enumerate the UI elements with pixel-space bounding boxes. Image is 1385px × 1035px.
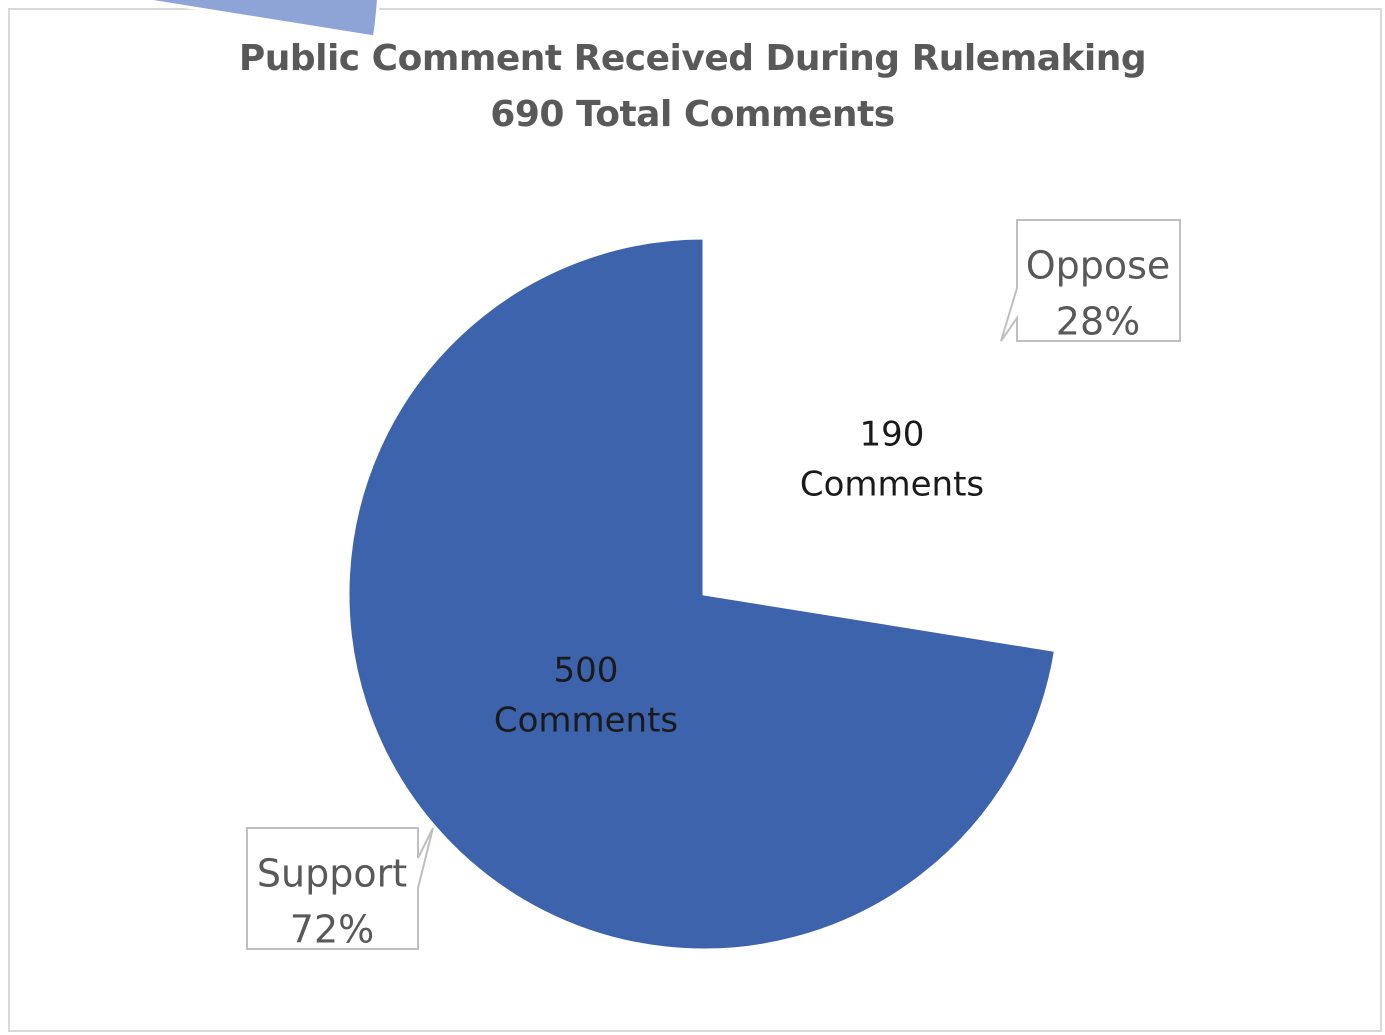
callout-box-oppose bbox=[1000, 219, 1181, 342]
chart-title: Public Comment Received During Rulemakin… bbox=[238, 38, 1147, 79]
callout-percent-support: 72% bbox=[290, 908, 374, 952]
pie-slice-support bbox=[346, 236, 1058, 952]
data-label-value-oppose: 190 bbox=[860, 415, 925, 455]
pie-slice-oppose bbox=[134, 0, 380, 39]
data-label-value-support: 500 bbox=[554, 651, 619, 691]
callout-box-support bbox=[246, 827, 434, 950]
data-label-unit-support: Comments bbox=[494, 701, 678, 741]
callout-category-oppose: Oppose bbox=[1026, 244, 1171, 288]
callout-category-support: Support bbox=[257, 852, 407, 896]
data-label-unit-oppose: Comments bbox=[800, 465, 984, 505]
chart-subtitle: 690 Total Comments bbox=[490, 94, 895, 135]
callout-percent-oppose: 28% bbox=[1056, 300, 1140, 344]
